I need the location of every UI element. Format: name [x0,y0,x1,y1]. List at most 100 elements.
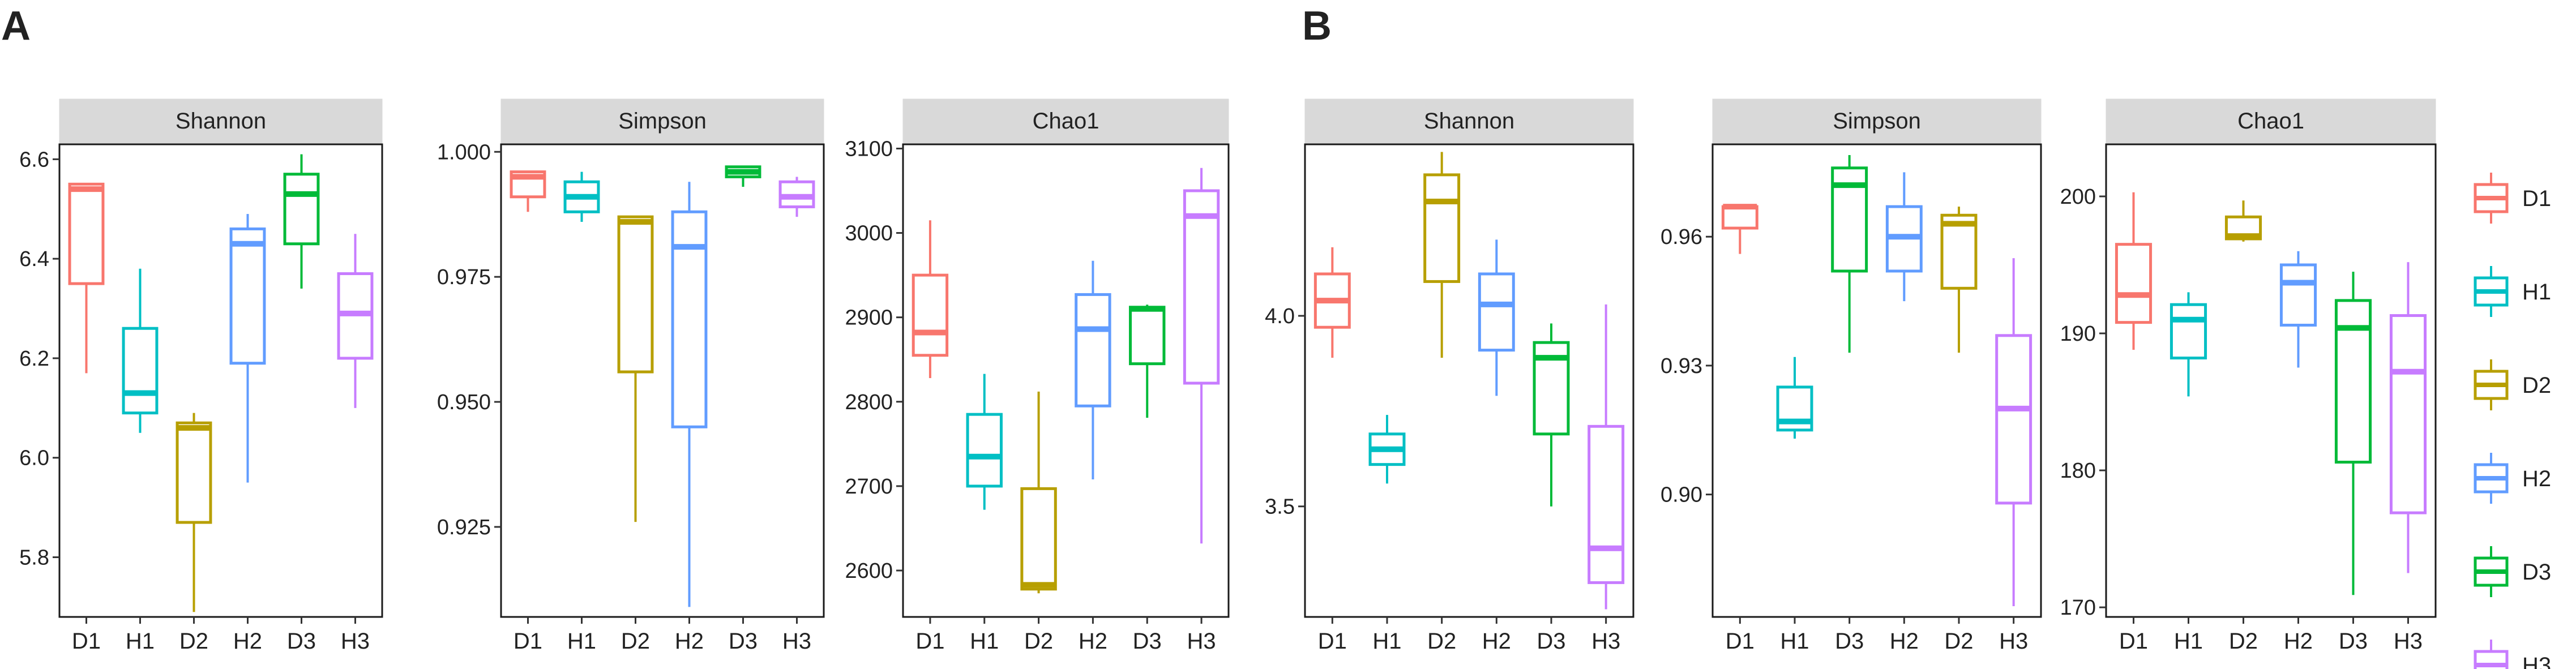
panel-label-b: B [1302,3,1332,49]
legend-label: D1 [2522,186,2551,211]
x-tick-label: D2 [179,629,208,654]
legend-item-h2: H2 [2474,453,2551,504]
box-body [68,182,105,285]
box-h2 [671,182,708,607]
box-body [283,173,320,246]
box-h3 [1183,168,1220,544]
plot-panel-border [58,143,383,618]
y-tick-label: 0.90 [1661,483,1702,507]
y-tick-label: 180 [2060,459,2096,483]
facet-strip [902,98,1229,145]
facet-title: Simpson [618,109,707,134]
y-tick-label: 3100 [845,137,893,161]
x-tick-label: H2 [675,629,704,654]
box-d1 [912,220,949,379]
x-tick-label: H1 [126,629,155,654]
x-tick-label: D3 [287,629,316,654]
facet-a-shannon: Shannon 5.8 6.0 6.2 6.4 6.6 D1 H1 D2 H2 D3 H3 [19,98,383,654]
y-tick-label: 0.96 [1661,225,1702,249]
x-tick-label: D3 [1133,629,1162,654]
plot-panel-border [2105,143,2437,618]
x-tick-label: H3 [2394,629,2423,654]
box-h3 [778,177,815,217]
legend-label: H2 [2522,466,2551,491]
box-body [176,421,212,524]
box-d3 [2334,272,2372,595]
y-tick-label: 3000 [845,222,893,246]
x-tick-label: H1 [1780,629,1809,654]
box-h1 [966,374,1003,510]
facet-strip [500,98,824,145]
facet-a-simpson: Simpson 0.925 0.950 0.975 1.000 D1 H1 D2 H2 D3 H3 [437,98,825,654]
facet-strip [1712,98,2042,145]
legend-item-h3: H3 [2474,640,2551,669]
y-tick-label: 0.93 [1661,354,1702,378]
plot-panel-border [500,143,825,618]
y-tick-label: 6.6 [19,148,49,171]
x-tick-label: D1 [514,629,542,654]
box-body [617,215,654,374]
x-tick-label: H3 [1999,629,2028,654]
box-h1 [2170,292,2207,397]
x-tick-label: D3 [1537,629,1565,654]
legend-item-d2: D2 [2474,359,2551,410]
box-d1 [510,170,546,212]
box-body [1995,334,2032,505]
box-h1 [563,171,600,222]
y-tick-label: 190 [2060,322,2096,346]
box-body [2279,263,2317,327]
facet-b-chao1: Chao1 170 180 190 200 D1 H1 D2 H2 D3 H3 [2060,98,2437,654]
y-tick-label: 6.4 [19,247,49,271]
box-h2 [2279,251,2317,368]
box-body [2170,303,2207,360]
box-d2 [1020,391,1057,594]
y-tick-label: 1.000 [437,140,491,164]
x-tick-label: H3 [341,629,370,654]
box-body [1020,487,1057,591]
x-tick-label: H3 [782,629,811,654]
x-tick-label: H3 [1591,629,1620,654]
box-d3 [283,154,320,289]
y-tick-label: 6.0 [19,447,49,470]
x-tick-label: D2 [1427,629,1456,654]
legend-label: D3 [2522,560,2551,585]
facet-title: Chao1 [1033,109,1099,134]
box-d2 [1940,207,1978,353]
x-tick-label: D3 [729,629,758,654]
x-tick-label: H2 [233,629,262,654]
x-tick-label: D3 [1835,629,1864,654]
x-tick-label: H1 [970,629,999,654]
box-body [1183,189,1220,385]
x-tick-label: H3 [1187,629,1216,654]
box-body [1129,306,1166,366]
facet-b-shannon: Shannon 3.5 4.0 D1 H1 D2 H2 D3 H3 [1265,98,1634,654]
box-h3 [337,234,374,408]
plot-panel-border [1304,143,1634,618]
box-body [966,413,1003,488]
box-d1 [1721,204,1758,254]
y-tick-label: 2700 [845,475,893,499]
box-body [2115,243,2153,324]
x-tick-label: D2 [621,629,650,654]
y-tick-label: 4.0 [1265,305,1295,328]
box-body [2334,299,2372,464]
x-tick-label: H1 [1372,629,1401,654]
facet-title: Chao1 [2237,109,2304,134]
x-tick-label: D1 [1318,629,1347,654]
facet-title: Simpson [1833,109,1921,134]
y-tick-label: 2800 [845,391,893,414]
box-body [1587,424,1625,584]
box-h3 [2389,262,2427,573]
y-tick-label: 0.925 [437,516,491,539]
facet-strip [2106,98,2436,145]
box-d2 [2224,200,2262,242]
y-tick-label: 0.950 [437,391,491,414]
box-h2 [229,214,266,483]
facet-a-chao1: Chao1 2600 2700 2800 2900 3000 3100 D1 H1 D2 H2 D3 H… [845,98,1230,654]
y-tick-label: 200 [2060,185,2096,209]
x-tick-label: H1 [2174,629,2203,654]
box-body [229,227,266,365]
x-tick-label: D2 [1024,629,1053,654]
box-body [1423,173,1461,283]
facet-title: Shannon [176,109,266,134]
